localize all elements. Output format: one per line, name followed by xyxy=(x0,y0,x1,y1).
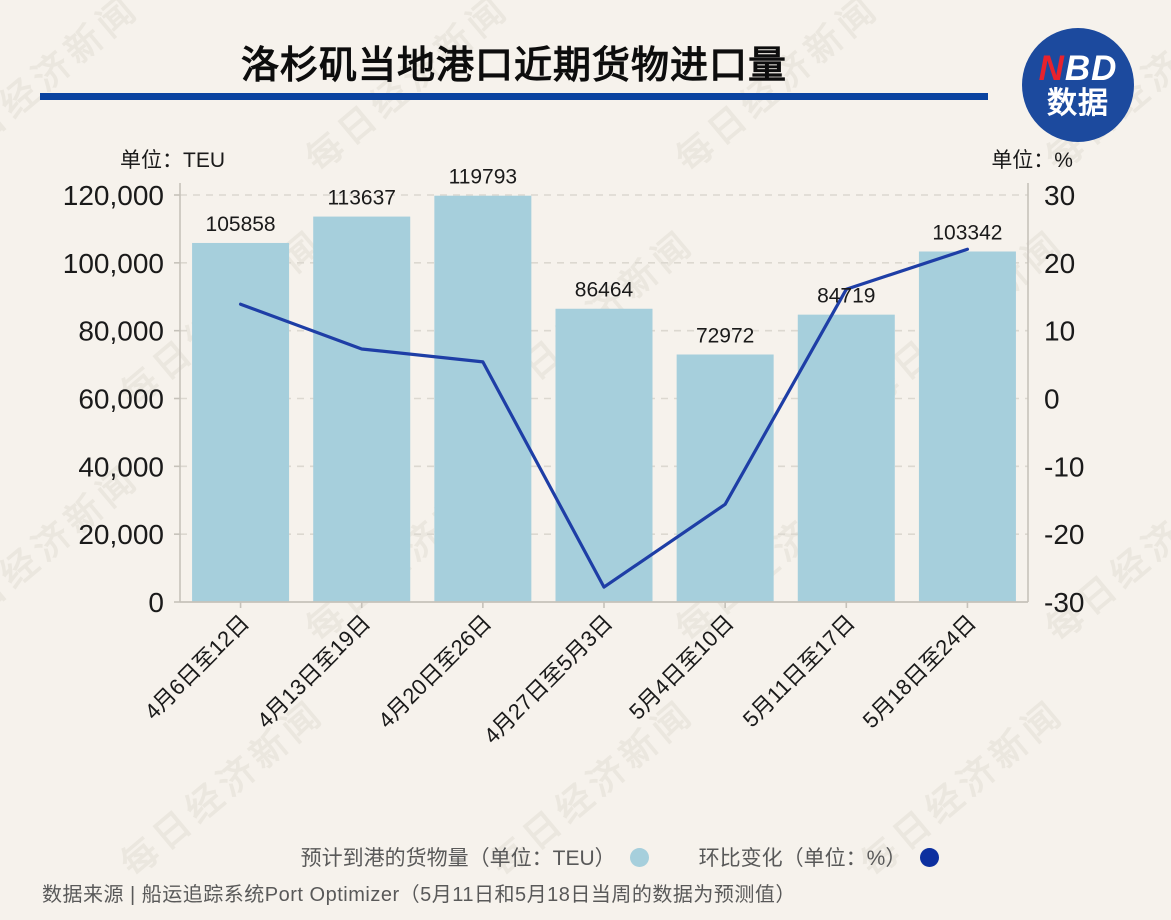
bar-value-label: 103342 xyxy=(932,221,1002,244)
left-axis-tick-label: 120,000 xyxy=(63,180,164,211)
x-axis-category-label: 5月4日至10日 xyxy=(624,610,739,725)
nbd-logo-subtext: 数据 xyxy=(1047,86,1109,120)
x-axis-category-label: 5月11日至17日 xyxy=(738,610,860,732)
data-source-note: 数据来源 | 船运追踪系统Port Optimizer（5月11日和5月18日当… xyxy=(42,884,796,906)
left-axis-tick-label: 0 xyxy=(148,587,164,618)
left-axis-tick-label: 80,000 xyxy=(78,316,164,347)
bar xyxy=(676,354,774,602)
right-axis-tick-label: 20 xyxy=(1044,248,1075,279)
bar xyxy=(313,216,411,602)
nbd-logo-text: NBD xyxy=(1038,48,1118,88)
right-axis-tick-label: -20 xyxy=(1044,519,1084,550)
x-axis-category-label: 4月27日至5月3日 xyxy=(479,610,618,749)
right-axis-tick-label: -10 xyxy=(1044,451,1084,482)
bar-value-label: 105858 xyxy=(206,213,276,236)
nbd-logo: NBD 数据 xyxy=(1022,28,1134,142)
right-axis-tick-label: 10 xyxy=(1044,316,1075,347)
title-divider xyxy=(40,93,988,100)
x-axis-category-label: 4月20日至26日 xyxy=(373,610,496,733)
bar-value-label: 113637 xyxy=(327,187,396,210)
right-axis-tick-label: 30 xyxy=(1044,180,1075,211)
left-axis-tick-label: 20,000 xyxy=(78,519,164,550)
x-axis-category-label: 5月18日至24日 xyxy=(858,610,981,733)
right-axis-tick-label: 0 xyxy=(1044,384,1060,415)
bar-value-label: 86464 xyxy=(575,279,634,302)
right-axis-tick-label: -30 xyxy=(1044,587,1084,618)
nbd-logo-n: N xyxy=(1038,48,1065,88)
bar xyxy=(555,308,653,602)
right-axis-unit-label: 单位：% xyxy=(991,149,1073,172)
legend-label-cargo-volume: 预计到港的货物量（单位：TEU） xyxy=(300,847,616,870)
page-title: 洛杉矶当地港口近期货物进口量 xyxy=(240,45,787,87)
bar xyxy=(797,314,895,602)
bar-value-label: 72972 xyxy=(696,325,754,348)
left-axis-tick-label: 40,000 xyxy=(78,451,164,482)
left-axis-unit-label: 单位：TEU xyxy=(120,149,225,172)
legend-dot-pct-change xyxy=(920,847,940,867)
legend-label-pct-change: 环比变化（单位：%） xyxy=(698,847,907,870)
bar-value-label: 119793 xyxy=(449,166,518,189)
chart-legend: 预计到港的货物量（单位：TEU） 环比变化（单位：%） xyxy=(0,842,1171,872)
bar xyxy=(192,242,290,602)
pct-change-line xyxy=(238,247,970,589)
legend-dot-cargo-volume xyxy=(629,847,649,867)
bar xyxy=(918,251,1016,602)
left-axis-tick-label: 100,000 xyxy=(63,248,164,279)
x-axis-category-label: 4月13日至19日 xyxy=(252,610,375,733)
bar xyxy=(434,195,532,602)
nbd-logo-bd: BD xyxy=(1064,48,1118,88)
left-axis-tick-label: 60,000 xyxy=(78,384,164,415)
x-axis-category-label: 4月6日至12日 xyxy=(140,610,255,725)
bar-value-label: 84719 xyxy=(817,285,875,308)
